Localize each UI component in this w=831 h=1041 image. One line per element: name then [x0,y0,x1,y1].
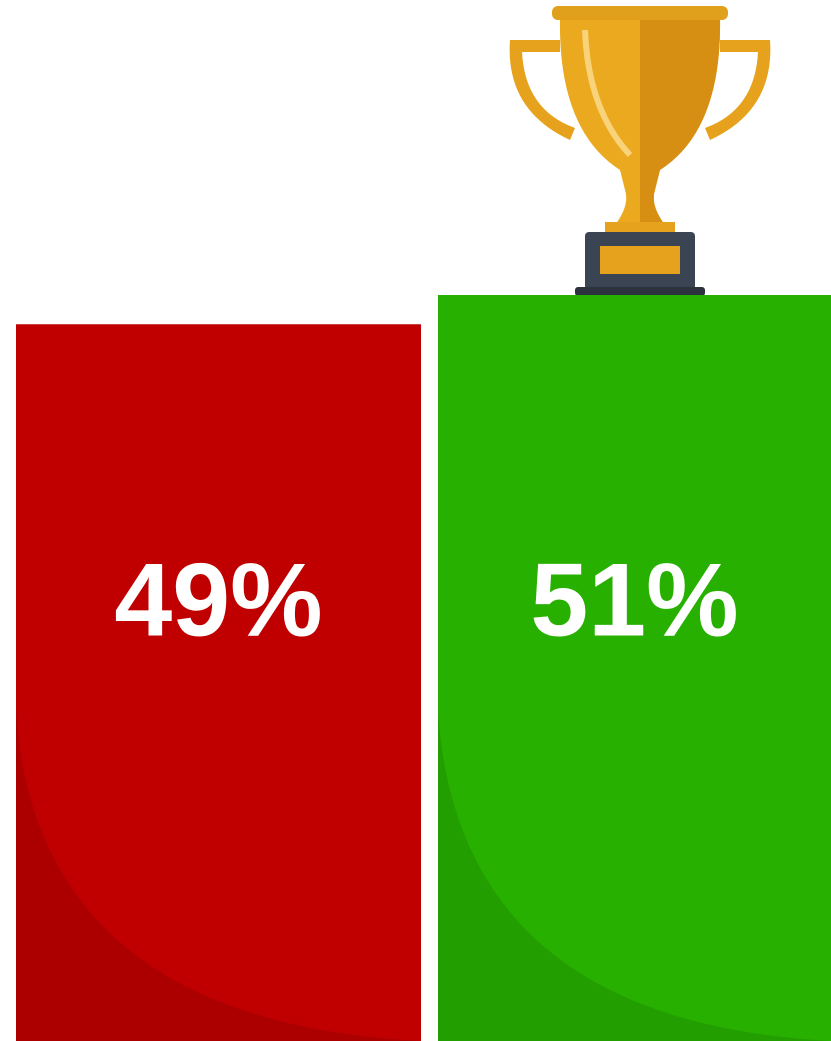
bar-shade [438,711,831,1041]
bar [438,295,831,1041]
bar-shade [16,711,421,1041]
trophy [509,6,771,296]
bar [16,324,421,1041]
value-label: 49% [114,542,322,658]
value-label: 51% [530,542,738,658]
